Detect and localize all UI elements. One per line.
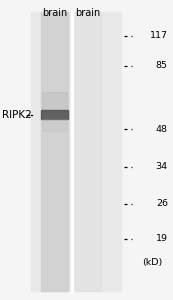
Text: (kD): (kD) [142,258,162,267]
Text: brain: brain [42,8,67,17]
Bar [74,12,101,291]
Text: brain: brain [75,8,100,17]
Bar [42,92,67,110]
Bar [41,110,68,119]
Text: RIPK2: RIPK2 [2,110,31,120]
Bar [41,12,68,291]
Text: 48: 48 [156,124,168,134]
Text: 19: 19 [156,234,168,243]
Text: 34: 34 [156,162,168,171]
Text: 117: 117 [150,32,168,40]
Text: 26: 26 [156,200,168,208]
Bar [31,12,121,291]
Text: 85: 85 [156,61,168,70]
Bar [42,119,67,131]
